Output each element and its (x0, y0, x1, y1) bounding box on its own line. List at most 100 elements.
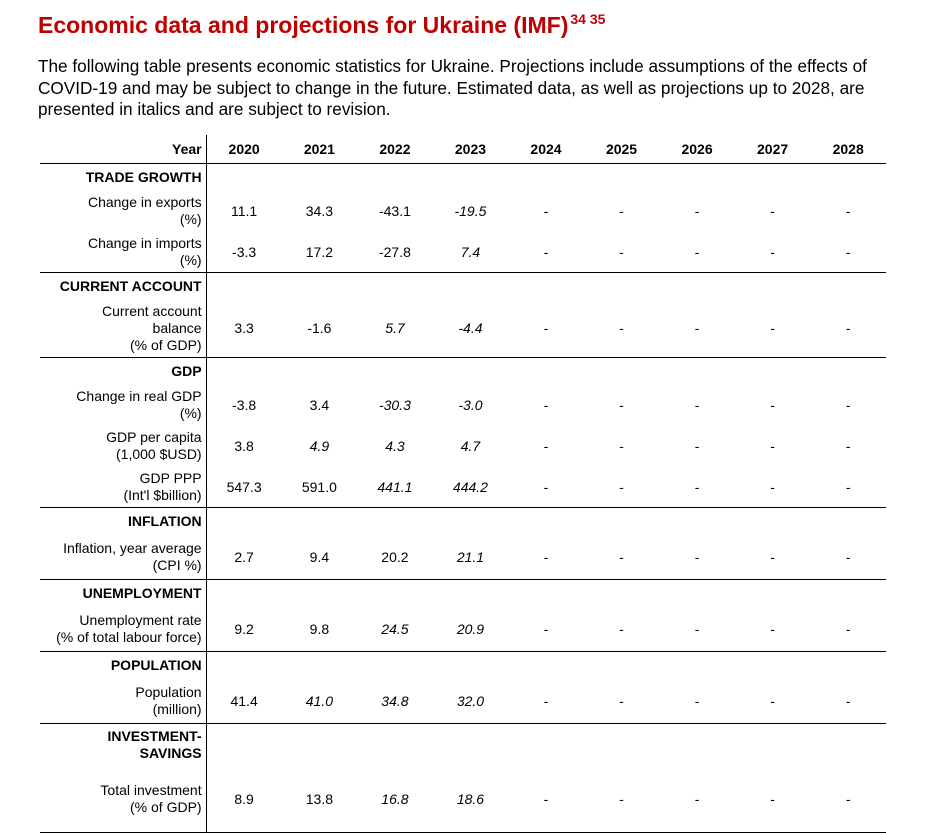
year-2020-header: 2020 (206, 135, 282, 164)
title-footnote-refs: 34 35 (570, 11, 606, 27)
row-label-line: Total investment (100, 782, 202, 798)
value-cell-2023: 20.9 (432, 606, 509, 652)
value-cell-2024: - (508, 766, 584, 833)
value-cell-2028: - (845, 202, 851, 219)
section-title-line: SAVINGS (139, 745, 202, 761)
value-cell-2021: 4.9 (309, 437, 330, 454)
value-cell-2023: -19.5 (454, 202, 487, 219)
empty-cell (206, 508, 282, 535)
value-cell-2027: - (734, 231, 811, 273)
value-cell-2023: 4.7 (460, 437, 481, 454)
section-title: UNEMPLOYMENT (40, 579, 207, 606)
table-body: TRADE GROWTH Change in exports (%) 11.1 34.3… (40, 163, 886, 833)
year-2026-header: 2026 (659, 135, 735, 164)
empty-cell (810, 652, 886, 679)
value-cell-2023: 444.2 (432, 466, 509, 508)
empty-cell (282, 273, 358, 300)
empty-cell (735, 508, 811, 535)
empty-cell (735, 652, 811, 679)
empty-cell (282, 358, 358, 385)
table-row: Total investment (% of GDP) 8.9 13.8 16.8 18.… (40, 766, 886, 833)
empty-cell (584, 580, 660, 607)
row-label-line: Change in real GDP (76, 387, 202, 404)
value-cell-2020: 9.2 (206, 606, 282, 652)
value-cell-2026: - (694, 396, 700, 413)
value-cell-2027: - (734, 766, 811, 833)
value-cell-2022: -27.8 (357, 231, 433, 273)
value-cell-2025: - (583, 606, 660, 652)
value-cell-2027: - (770, 396, 775, 413)
empty-cell (735, 358, 811, 385)
table-row: Unemployment rate (% of total labour forc… (40, 606, 886, 652)
value-cell-2024: - (508, 678, 584, 724)
year-2023-header: 2023 (432, 135, 509, 164)
row-label: Change in exports (%) (40, 190, 207, 231)
section-title-line: INVESTMENT- (107, 728, 202, 744)
empty-cell (282, 652, 358, 679)
section-title: INFLATION (40, 507, 207, 534)
value-cell-2028: - (845, 396, 851, 413)
value-cell-2020: 3.8 (234, 437, 254, 454)
value-cell-2024: - (543, 202, 549, 219)
value-cell-2020: 41.4 (206, 678, 282, 724)
empty-cell (357, 508, 433, 535)
value-cell-2027: - (770, 202, 775, 219)
row-label-line: (%) (179, 251, 202, 268)
intro-paragraph: The following table presents economic st… (38, 56, 867, 119)
value-cell-2021: 591.0 (281, 466, 358, 508)
empty-cell (659, 508, 735, 535)
value-cell-2023: 7.4 (432, 231, 509, 273)
empty-cell (810, 273, 886, 300)
value-cell-2026: - (659, 606, 735, 652)
section-row: UNEMPLOYMENT (40, 579, 886, 607)
value-cell-2027: - (734, 678, 811, 724)
value-cell-2022: 441.1 (357, 466, 433, 508)
value-cell-2025: - (583, 299, 660, 358)
value-cell-2025: - (583, 678, 660, 724)
value-cell-2028: - (810, 466, 886, 508)
section-row: GDP (40, 357, 886, 385)
row-label: Total investment (% of GDP) (40, 766, 207, 833)
empty-cell (433, 652, 509, 679)
value-cell-2020: -3.3 (206, 231, 282, 273)
row-label-line: (Int'l $billion) (123, 486, 202, 503)
value-cell-2023: 18.6 (432, 766, 509, 833)
row-label-line: GDP PPP (139, 469, 202, 486)
value-cell-2020: 8.9 (206, 766, 282, 833)
empty-cell (659, 652, 735, 679)
value-cell-2023: 32.0 (432, 678, 509, 724)
empty-cell (810, 724, 886, 767)
value-cell-2025: - (619, 202, 624, 219)
value-cell-2022: 4.3 (385, 437, 405, 454)
empty-cell (508, 508, 584, 535)
value-cell-2027: - (734, 606, 811, 652)
row-label-line: Change in imports (87, 234, 202, 251)
row-label: Unemployment rate (% of total labour forc… (40, 606, 207, 652)
empty-cell (508, 652, 584, 679)
row-label-line: (1,000 $USD) (116, 445, 202, 462)
row-label: Population (million) (40, 678, 207, 724)
empty-cell (508, 724, 584, 767)
empty-cell (810, 358, 886, 385)
value-cell-2024: - (508, 231, 584, 273)
section-row: INFLATION (40, 507, 886, 535)
year-2022-header: 2022 (357, 135, 433, 164)
empty-cell (206, 652, 282, 679)
section-row: POPULATION (40, 651, 886, 679)
empty-cell (357, 273, 433, 300)
value-cell-2026: - (659, 299, 735, 358)
section-title: TRADE GROWTH (40, 163, 207, 190)
empty-cell (357, 580, 433, 607)
year-2028-header: 2028 (810, 135, 886, 164)
value-cell-2025: - (619, 437, 624, 454)
value-cell-2024: - (543, 437, 549, 454)
row-label-line: Inflation, year average (63, 539, 202, 556)
row-label: Change in imports (%) (40, 231, 207, 273)
empty-cell (810, 164, 886, 191)
value-cell-2028: - (810, 766, 886, 833)
row-label: Change in real GDP (%) (40, 384, 207, 425)
value-cell-2026: - (659, 231, 735, 273)
empty-cell (584, 273, 660, 300)
row-label-line: Population (135, 683, 202, 700)
empty-cell (282, 164, 358, 191)
